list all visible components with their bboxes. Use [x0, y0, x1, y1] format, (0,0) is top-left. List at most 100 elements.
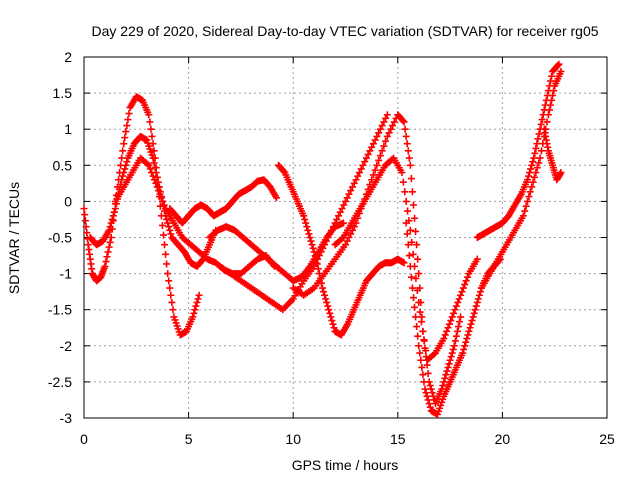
data-point [145, 111, 153, 119]
data-point [412, 313, 420, 321]
data-point [450, 309, 458, 317]
data-point [447, 317, 455, 325]
data-point [456, 318, 464, 326]
data-point [111, 205, 119, 213]
data-point [428, 389, 436, 397]
data-point [380, 118, 388, 126]
data-point [195, 291, 203, 299]
data-point [338, 205, 346, 213]
data-point [530, 154, 538, 162]
data-point [327, 313, 335, 321]
data-point [460, 345, 468, 353]
data-point [414, 332, 422, 340]
series-track-m [540, 125, 565, 184]
data-point [458, 288, 466, 296]
y-tick-label: -2 [60, 338, 73, 354]
data-point [162, 250, 170, 258]
data-point [110, 208, 118, 216]
data-point [145, 161, 153, 169]
data-point [340, 201, 348, 209]
data-point [164, 270, 172, 278]
data-point [118, 176, 126, 184]
data-point [102, 258, 110, 266]
data-point [80, 205, 88, 213]
data-point [153, 183, 161, 191]
data-point [402, 219, 410, 227]
axis-ticks [83, 56, 608, 419]
data-point [527, 165, 535, 173]
data-point [536, 154, 544, 162]
data-point [413, 241, 421, 249]
data-point [405, 154, 413, 162]
data-point [347, 230, 355, 238]
data-point [125, 110, 133, 118]
data-point [326, 230, 334, 238]
data-point [192, 302, 200, 310]
data-point [307, 237, 315, 245]
data-point [389, 122, 397, 130]
data-point [366, 147, 374, 155]
data-point [147, 125, 155, 133]
data-point [419, 371, 427, 379]
data-point [416, 308, 424, 316]
data-point [452, 332, 460, 340]
data-point [122, 128, 130, 136]
data-point [383, 111, 391, 119]
axis-tick-labels: 0 5 10 15 20 25 -3 -2.5 -2 -1.5 -1 -0.5 0 0.5 1 1.5 2 [48, 49, 615, 447]
data-point [194, 295, 202, 303]
data-point [474, 295, 482, 303]
data-point [371, 136, 379, 144]
data-point [472, 302, 480, 310]
data-point [557, 67, 565, 75]
data-point [143, 160, 151, 168]
data-point [302, 219, 310, 227]
data-point [322, 237, 330, 245]
data-point [404, 207, 412, 215]
data-point [190, 309, 198, 317]
data-point [538, 116, 546, 124]
data-point [321, 241, 329, 249]
data-point [444, 363, 452, 371]
data-point [468, 317, 476, 325]
data-point [354, 172, 362, 180]
data-point [146, 118, 154, 126]
data-point [368, 143, 376, 151]
data-point [461, 280, 469, 288]
data-point [402, 197, 410, 205]
data-point [401, 188, 409, 196]
data-point [119, 147, 127, 155]
data-point [426, 382, 434, 390]
data-point [449, 345, 457, 353]
data-point [408, 188, 416, 196]
data-point [457, 313, 465, 321]
data-point [385, 129, 393, 137]
data-point [547, 101, 555, 109]
data-point [445, 360, 453, 368]
data-point [543, 118, 551, 126]
data-point [189, 313, 197, 321]
data-point [168, 298, 176, 306]
data-point [304, 226, 312, 234]
data-point [409, 201, 417, 209]
data-point [422, 347, 430, 355]
data-point [401, 125, 409, 133]
data-point [301, 215, 309, 223]
data-point [108, 215, 116, 223]
data-point [311, 252, 319, 260]
x-tick-label: 20 [495, 431, 511, 447]
data-point [528, 161, 536, 169]
data-point [109, 212, 117, 220]
data-point [453, 327, 461, 335]
data-point [471, 306, 479, 314]
data-point [450, 342, 458, 350]
data-point [465, 327, 473, 335]
data-point [462, 277, 470, 285]
data-point [427, 385, 435, 393]
data-point [107, 219, 115, 227]
data-point [441, 374, 449, 382]
data-point [361, 158, 369, 166]
data-point [350, 179, 358, 187]
data-point [323, 298, 331, 306]
